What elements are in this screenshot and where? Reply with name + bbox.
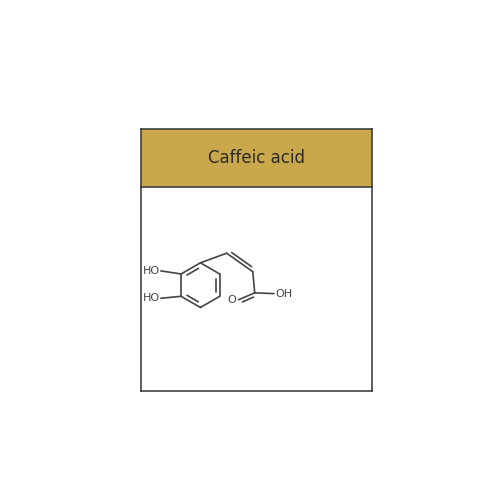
Bar [141,187,372,391]
Text: O: O [228,295,236,305]
Text: HO: HO [142,293,160,303]
Text: HO: HO [142,266,160,276]
Bar [141,130,372,187]
Text: Caffeic acid: Caffeic acid [208,149,305,167]
Text: OH: OH [276,288,292,298]
